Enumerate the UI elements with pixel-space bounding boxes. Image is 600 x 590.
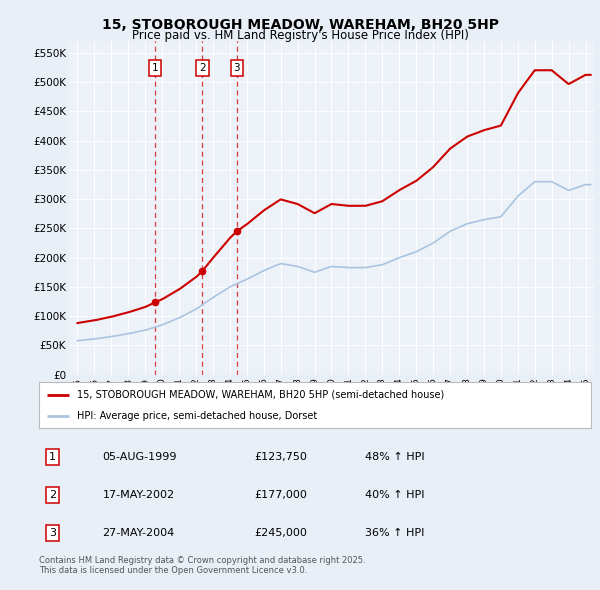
Text: 36% ↑ HPI: 36% ↑ HPI — [365, 528, 424, 537]
Text: £245,000: £245,000 — [254, 528, 307, 537]
Text: 3: 3 — [49, 528, 56, 537]
Text: 3: 3 — [233, 63, 240, 73]
Text: £177,000: £177,000 — [254, 490, 307, 500]
Text: 05-AUG-1999: 05-AUG-1999 — [103, 453, 177, 462]
Text: £123,750: £123,750 — [254, 453, 307, 462]
Text: 17-MAY-2002: 17-MAY-2002 — [103, 490, 175, 500]
Text: 48% ↑ HPI: 48% ↑ HPI — [365, 453, 424, 462]
Text: Price paid vs. HM Land Registry's House Price Index (HPI): Price paid vs. HM Land Registry's House … — [131, 30, 469, 42]
Text: 1: 1 — [49, 453, 56, 462]
Text: 15, STOBOROUGH MEADOW, WAREHAM, BH20 5HP (semi-detached house): 15, STOBOROUGH MEADOW, WAREHAM, BH20 5HP… — [77, 389, 444, 399]
Text: 15, STOBOROUGH MEADOW, WAREHAM, BH20 5HP: 15, STOBOROUGH MEADOW, WAREHAM, BH20 5HP — [101, 18, 499, 32]
Text: 2: 2 — [199, 63, 206, 73]
Text: 27-MAY-2004: 27-MAY-2004 — [103, 528, 175, 537]
Text: 40% ↑ HPI: 40% ↑ HPI — [365, 490, 424, 500]
Text: HPI: Average price, semi-detached house, Dorset: HPI: Average price, semi-detached house,… — [77, 411, 317, 421]
Text: 1: 1 — [152, 63, 158, 73]
Text: Contains HM Land Registry data © Crown copyright and database right 2025.
This d: Contains HM Land Registry data © Crown c… — [39, 556, 365, 575]
Text: 2: 2 — [49, 490, 56, 500]
